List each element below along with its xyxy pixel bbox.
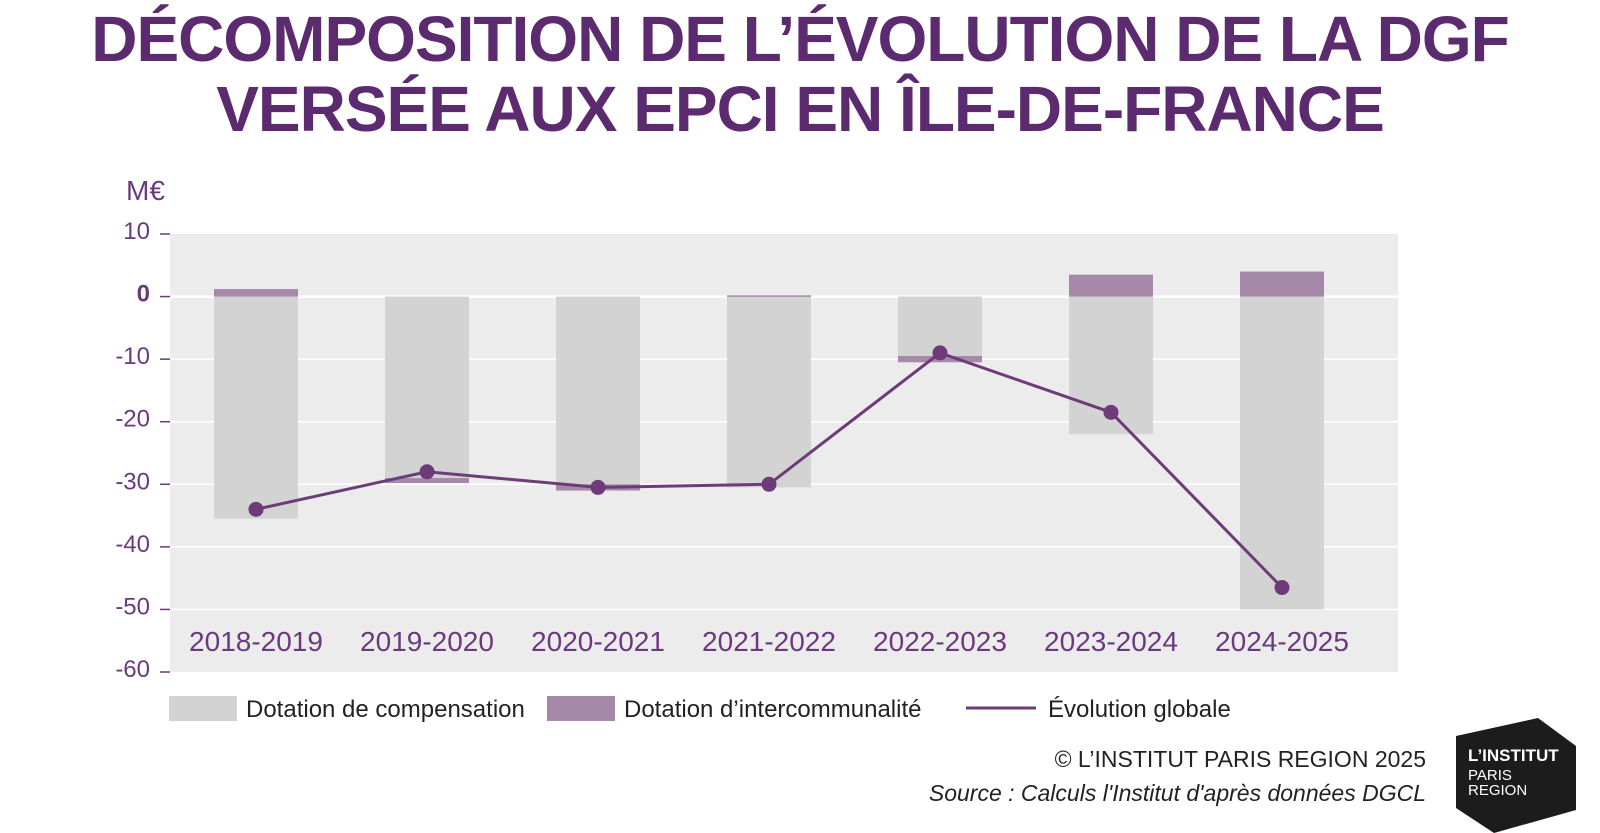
y-tick-label: -30 (115, 468, 150, 495)
point-evolution-globale (248, 501, 264, 517)
x-tick-label: 2022-2023 (873, 626, 1007, 657)
x-tick-label: 2023-2024 (1044, 626, 1178, 657)
logo-line-1: L’INSTITUT (1468, 746, 1559, 765)
logo-text: L’INSTITUT PARIS REGION (1468, 747, 1559, 798)
logo-line-3: REGION (1468, 782, 1528, 799)
legend-label-intercommunalite: Dotation d’intercommunalité (624, 696, 921, 723)
bar-intercommunalite (727, 295, 811, 297)
title-line-2: VERSÉE AUX EPCI EN ÎLE-DE-FRANCE (216, 73, 1385, 145)
bar-intercommunalite (1069, 274, 1153, 297)
point-evolution-globale (1103, 404, 1119, 420)
y-tick-label: -10 (115, 343, 150, 370)
y-tick-label: 10 (123, 218, 150, 245)
logo-line-2: PARIS (1468, 767, 1512, 784)
title-line-1: DÉCOMPOSITION DE L’ÉVOLUTION DE LA DGF (91, 3, 1509, 75)
legend-swatch-compensation (169, 696, 237, 721)
copyright-credit: © L’INSTITUT PARIS REGION 2025 (1054, 746, 1426, 772)
y-unit-label: M€ (126, 175, 165, 206)
y-tick-label: -50 (115, 593, 150, 620)
bar-compensation (385, 296, 469, 479)
bar-compensation (1240, 296, 1324, 610)
global-evolution-line (248, 345, 1290, 596)
point-evolution-globale (932, 345, 948, 361)
x-tick-label: 2019-2020 (360, 626, 494, 657)
bars (214, 271, 1324, 610)
bar-compensation (556, 296, 640, 485)
point-evolution-globale (1274, 580, 1290, 596)
bar-compensation (214, 296, 298, 519)
point-evolution-globale (419, 464, 435, 480)
y-axis: 10 0 -10 -20 -30 -40 -50 -60 (115, 218, 170, 683)
legend-swatch-intercommunalite (547, 696, 615, 721)
institut-logo (1456, 718, 1576, 833)
x-axis-labels: 2018-2019 2019-2020 2020-2021 2021-2022 2022… (189, 626, 1349, 657)
source-note: Source : Calculs l'Institut d'après donn… (928, 780, 1426, 806)
legend-label-compensation: Dotation de compensation (246, 696, 525, 723)
bar-intercommunalite (385, 478, 469, 484)
x-tick-label: 2024-2025 (1215, 626, 1349, 657)
y-tick-label: 0 (137, 281, 150, 308)
y-tick-label: -60 (115, 656, 150, 683)
point-evolution-globale (761, 476, 777, 492)
x-tick-label: 2021-2022 (702, 626, 836, 657)
legend-label-evolution: Évolution globale (1048, 696, 1231, 723)
bar-compensation (727, 296, 811, 488)
bar-intercommunalite (1240, 271, 1324, 297)
y-tick-label: -40 (115, 531, 150, 558)
x-tick-label: 2020-2021 (531, 626, 665, 657)
legend: Dotation de compensation Dotation d’inte… (169, 696, 1231, 723)
x-tick-label: 2018-2019 (189, 626, 323, 657)
y-tick-label: -20 (115, 406, 150, 433)
point-evolution-globale (590, 479, 606, 495)
bar-intercommunalite (214, 289, 298, 297)
logo-shape (1456, 718, 1576, 833)
